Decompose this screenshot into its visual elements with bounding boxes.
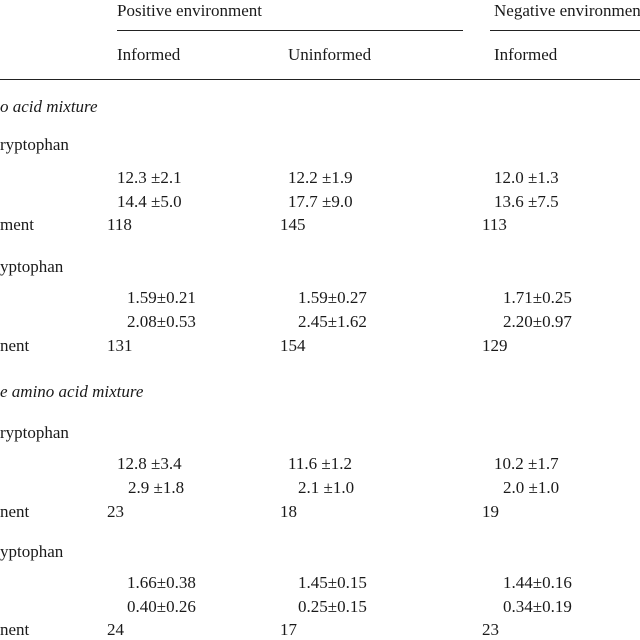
- table-cell: 2.9 ±1.8: [128, 478, 185, 497]
- table-cell: 2.08±0.53: [127, 312, 196, 331]
- header-rule-negative: [490, 30, 640, 31]
- table-cell: 0.40±0.26: [127, 597, 196, 616]
- table-cell: 12.8 ±3.4: [117, 454, 182, 473]
- table-cell: 2.45±1.62: [298, 312, 367, 331]
- n-value: 129: [482, 336, 508, 355]
- n-value: 18: [280, 502, 297, 521]
- table-cell: 0.34±0.19: [503, 597, 572, 616]
- table-cell: 17.7 ±9.0: [288, 192, 353, 211]
- section-title: o acid mixture: [0, 97, 98, 116]
- n-value: 154: [280, 336, 306, 355]
- n-value: 24: [107, 620, 124, 639]
- table-cell: 14.4 ±5.0: [117, 192, 182, 211]
- table-cell: 12.0 ±1.3: [494, 168, 559, 187]
- table-cell: 2.1 ±1.0: [298, 478, 355, 497]
- column-header-uninformed: Uninformed: [288, 45, 372, 64]
- n-value: 23: [107, 502, 124, 521]
- table-cell: 11.6 ±1.2: [288, 454, 352, 473]
- header-negative-environment: Negative environment: [494, 1, 640, 20]
- table-cell: 1.59±0.21: [127, 288, 196, 307]
- table-cell: 1.71±0.25: [503, 288, 572, 307]
- table-cell: 2.20±0.97: [503, 312, 572, 331]
- n-value: 17: [280, 620, 297, 639]
- header-rule-positive: [117, 30, 463, 31]
- table-cell: 2.0 ±1.0: [503, 478, 560, 497]
- n-row-label: nent: [0, 336, 30, 355]
- table-cell: 0.25±0.15: [298, 597, 367, 616]
- n-value: 131: [107, 336, 133, 355]
- group-label: yptophan: [0, 257, 64, 276]
- n-row-label: nent: [0, 620, 30, 639]
- column-header-informed-negative: Informed: [494, 45, 558, 64]
- table-cell: 1.59±0.27: [298, 288, 367, 307]
- header-bottom-rule: [0, 79, 640, 80]
- column-header-informed: Informed: [117, 45, 181, 64]
- table-cell: 13.6 ±7.5: [494, 192, 559, 211]
- table-cell: 12.2 ±1.9: [288, 168, 353, 187]
- group-label: yptophan: [0, 542, 64, 561]
- table-cell: 12.3 ±2.1: [117, 168, 182, 187]
- group-label: ryptophan: [0, 423, 69, 442]
- section-title: e amino acid mixture: [0, 382, 144, 401]
- n-row-label: nent: [0, 502, 30, 521]
- table-cell: 1.45±0.15: [298, 573, 367, 592]
- group-label: ryptophan: [0, 135, 69, 154]
- table-cell: 1.66±0.38: [127, 573, 196, 592]
- header-positive-environment: Positive environment: [117, 1, 262, 20]
- n-value: 23: [482, 620, 499, 639]
- n-row-label: ment: [0, 215, 34, 234]
- table-cell: 1.44±0.16: [503, 573, 572, 592]
- n-value: 118: [107, 215, 132, 234]
- n-value: 145: [280, 215, 306, 234]
- n-value: 113: [482, 215, 507, 234]
- n-value: 19: [482, 502, 499, 521]
- table-cell: 10.2 ±1.7: [494, 454, 559, 473]
